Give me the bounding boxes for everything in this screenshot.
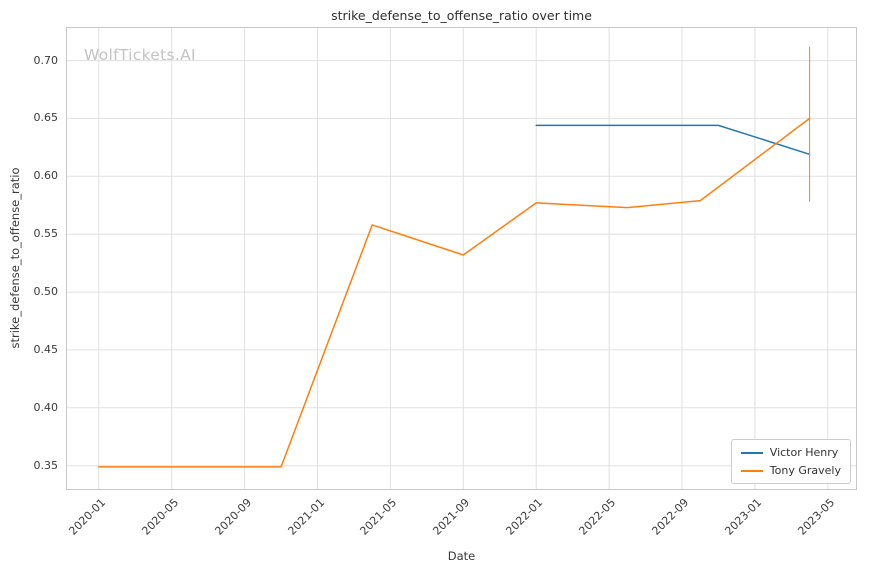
series-line-tony-gravely xyxy=(98,117,811,468)
x-tick-label: 2020-09 xyxy=(212,496,254,538)
legend-item-tony-gravely: Tony Gravely xyxy=(740,464,841,477)
y-tick-label: 0.70 xyxy=(33,53,59,67)
legend-label: Victor Henry xyxy=(769,446,839,459)
x-tick-label: 2020-01 xyxy=(66,496,109,538)
chart-title: strike_defense_to_offense_ratio over tim… xyxy=(331,8,592,23)
y-tick-label: 0.55 xyxy=(33,227,59,241)
legend-line-swatch xyxy=(740,451,763,454)
x-tick-label: 2020-05 xyxy=(139,496,181,538)
watermark: WolfTickets.AI xyxy=(84,46,196,64)
x-tick-label: 2021-05 xyxy=(357,496,400,538)
y-tick-label: 0.60 xyxy=(33,169,59,183)
y-axis-label: strike_defense_to_offense_ratio xyxy=(8,167,22,349)
legend-line-swatch xyxy=(740,469,763,472)
x-axis-label: Date xyxy=(447,549,476,563)
legend-item-victor-henry: Victor Henry xyxy=(740,446,841,459)
y-tick-label: 0.65 xyxy=(33,111,59,125)
y-tick-label: 0.35 xyxy=(33,458,59,472)
y-tick-label: 0.50 xyxy=(33,285,59,299)
x-tick-label: 2021-09 xyxy=(430,496,473,538)
plot-border xyxy=(66,27,857,490)
x-tick-label: 2023-05 xyxy=(795,496,838,538)
x-tick-label: 2023-01 xyxy=(722,496,765,538)
series-line-victor-henry xyxy=(535,124,811,156)
y-tick-label: 0.45 xyxy=(33,342,59,356)
x-tick-label: 2022-09 xyxy=(649,496,692,538)
plot-area xyxy=(66,27,857,490)
x-tick-label: 2022-05 xyxy=(576,496,619,538)
x-tick-label: 2021-01 xyxy=(284,496,327,538)
legend: Victor Henry Tony Gravely xyxy=(730,439,851,484)
x-tick-label: 2022-01 xyxy=(503,496,546,538)
legend-label: Tony Gravely xyxy=(769,464,841,477)
y-tick-label: 0.40 xyxy=(33,400,59,414)
